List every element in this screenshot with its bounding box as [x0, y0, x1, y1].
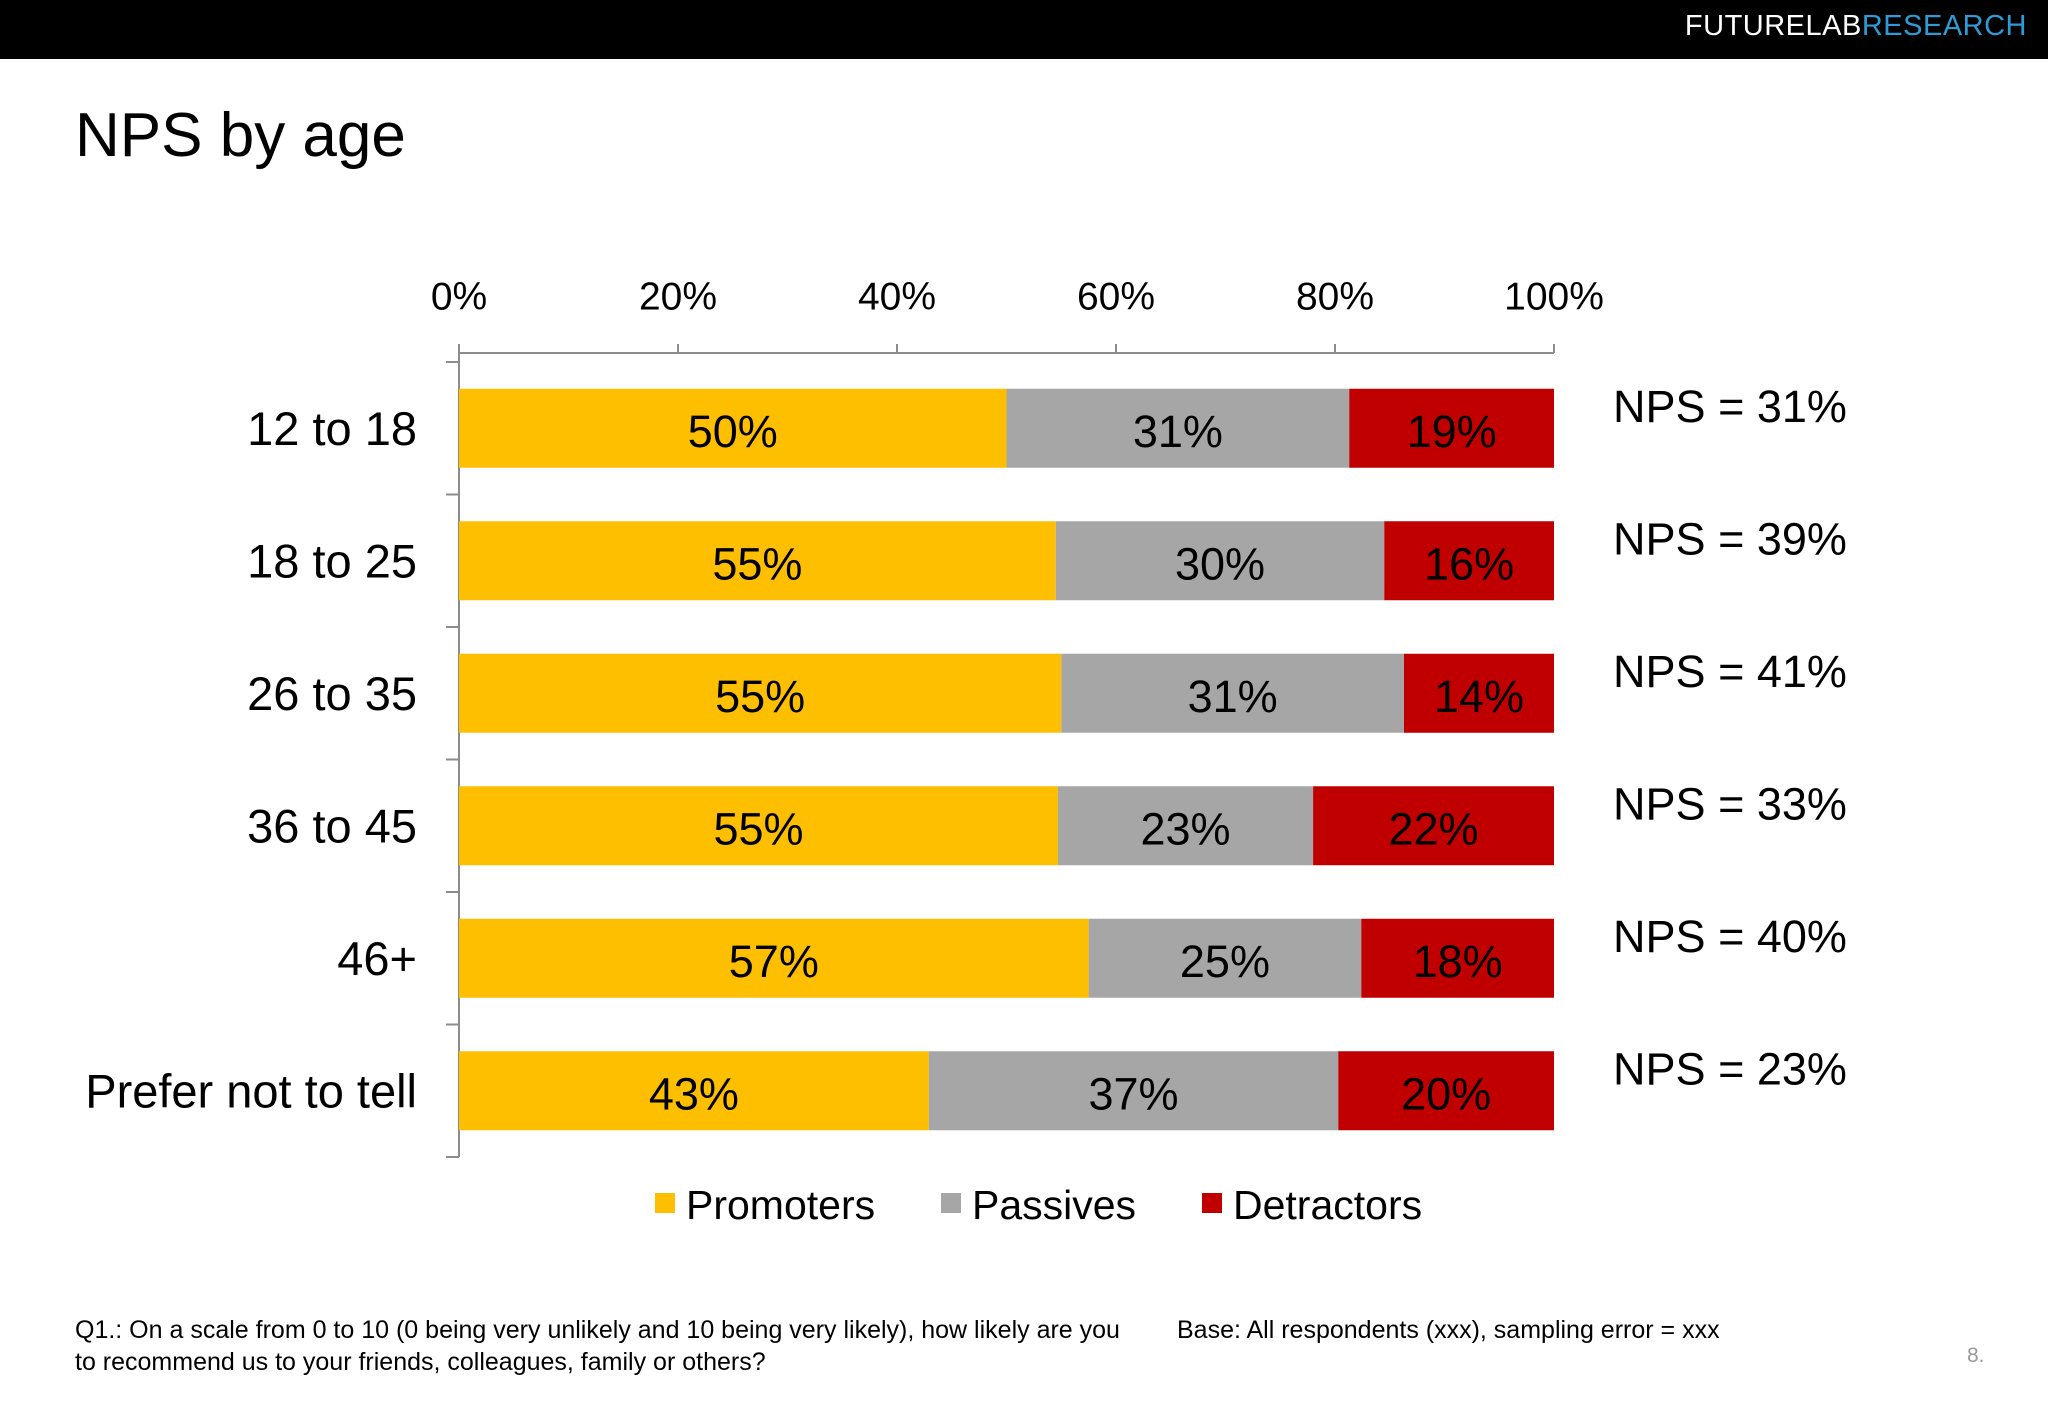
data-label: 20%	[1401, 1068, 1491, 1119]
bar-segment-promoters	[459, 521, 1056, 601]
bar-segment-promoters	[459, 388, 1007, 468]
brand-part-2: RESEARCH	[1861, 10, 2027, 42]
legend-label: Promoters	[686, 1182, 875, 1228]
category-label: Prefer not to tell	[85, 1064, 417, 1117]
data-label: 55%	[715, 671, 805, 722]
nps-label: NPS = 41%	[1613, 646, 1847, 697]
page-title: NPS by age	[75, 101, 406, 170]
legend-label: Passives	[972, 1182, 1136, 1228]
legend-swatch	[941, 1193, 961, 1213]
category-label: 46+	[337, 932, 417, 985]
data-label: 57%	[729, 936, 819, 987]
legend-swatch	[655, 1193, 675, 1213]
base-footnote: Base: All respondents (xxx), sampling er…	[1177, 1316, 1720, 1344]
bar-segment-passives	[928, 1051, 1339, 1131]
bar-segment-promoters	[459, 1051, 929, 1131]
nps-label: NPS = 33%	[1613, 778, 1847, 829]
bar-segment-passives	[1006, 388, 1350, 468]
category-label: 18 to 25	[247, 534, 417, 587]
data-label: 55%	[712, 538, 802, 589]
data-label: 23%	[1140, 803, 1230, 854]
category-label: 26 to 35	[247, 667, 417, 720]
bar-segment-detractors	[1403, 653, 1554, 733]
x-tick-label: 20%	[639, 276, 717, 319]
data-label: 18%	[1413, 936, 1503, 987]
brand-logo: FUTURELABRESEARCH	[1685, 10, 2027, 43]
data-label: 14%	[1434, 671, 1524, 722]
top-bar: FUTURELABRESEARCH	[0, 0, 2048, 59]
bar-segment-detractors	[1349, 388, 1554, 468]
data-label: 37%	[1088, 1068, 1178, 1119]
stacked-bar-chart: 0% 20% 40% 60% 80% 100% 12 to 18 50% 31% 19% NPS =…	[85, 276, 1847, 1229]
x-tick-label: 100%	[1504, 276, 1604, 319]
data-label: 55%	[713, 803, 803, 854]
bar-segment-passives	[1088, 918, 1362, 998]
data-label: 16%	[1424, 538, 1514, 589]
nps-label: NPS = 31%	[1613, 381, 1847, 432]
bar-segment-promoters	[459, 786, 1058, 866]
bar-segment-passives	[1061, 653, 1404, 733]
x-tick-label: 0%	[431, 276, 487, 319]
brand-part-1: FUTURELAB	[1684, 10, 1862, 42]
bar-segment-detractors	[1384, 521, 1554, 601]
bar-segment-passives	[1057, 786, 1314, 866]
data-label: 30%	[1175, 538, 1265, 589]
category-label: 12 to 18	[247, 402, 417, 455]
legend-label: Detractors	[1233, 1182, 1422, 1228]
question-footnote: Q1.: On a scale from 0 to 10 (0 being ve…	[75, 1316, 1120, 1376]
category-label: 36 to 45	[247, 799, 417, 852]
bar-segment-detractors	[1338, 1051, 1554, 1131]
bar-segment-detractors	[1313, 786, 1554, 866]
data-label: 19%	[1407, 406, 1497, 457]
legend-swatch	[1202, 1193, 1222, 1213]
x-tick-label: 80%	[1296, 276, 1374, 319]
data-label: 50%	[688, 406, 778, 457]
page-number: 8.	[1967, 1344, 1985, 1367]
nps-label: NPS = 40%	[1613, 911, 1847, 962]
data-label: 25%	[1180, 936, 1270, 987]
x-tick-label: 40%	[858, 276, 936, 319]
bar-segment-promoters	[459, 918, 1089, 998]
data-label: 43%	[649, 1068, 739, 1119]
data-label: 31%	[1188, 671, 1278, 722]
bar-segment-detractors	[1361, 918, 1554, 998]
data-label: 31%	[1133, 406, 1223, 457]
bar-segment-promoters	[459, 653, 1062, 733]
nps-label: NPS = 39%	[1613, 513, 1847, 564]
data-label: 22%	[1389, 803, 1479, 854]
x-tick-label: 60%	[1077, 276, 1155, 319]
nps-label: NPS = 23%	[1613, 1043, 1847, 1094]
bar-segment-passives	[1055, 521, 1385, 601]
